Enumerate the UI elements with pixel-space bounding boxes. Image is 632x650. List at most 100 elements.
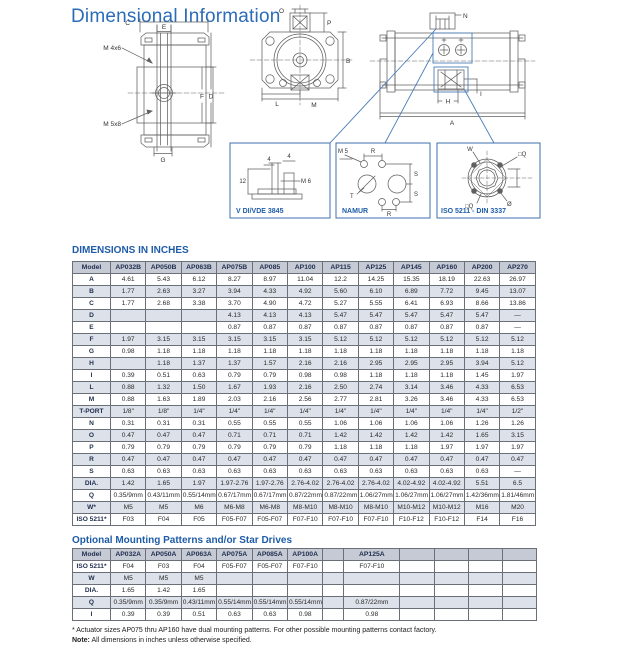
table-cell: 0.87	[286, 321, 324, 334]
section-heading-optional: Optional Mounting Patterns and/or Star D…	[72, 535, 293, 546]
table-cell: 1.42/36mm	[463, 489, 501, 502]
table-cell: 0.55	[286, 417, 324, 430]
table-row: E 0.87 0.87 0.87 0.87 0.87 0.87 0.87 0.87—	[72, 321, 536, 334]
iso-w: W	[467, 147, 473, 153]
table-cell: 2.95	[428, 357, 465, 370]
table-row: D 4.13 4.13 4.13 5.47 5.47 5.47 5.47 5.47—	[72, 309, 536, 322]
table-cell	[343, 584, 401, 597]
diagram-end-view	[249, 4, 353, 106]
table-cell: F05-F07	[216, 513, 253, 526]
table-cell: 1.18	[428, 369, 465, 382]
table-cell	[216, 584, 253, 597]
iso-title: ISO 5211 - DIN 3337	[441, 208, 506, 215]
table-cell: 0.98	[286, 608, 324, 621]
table-cell: 3.94	[463, 357, 501, 370]
table-cell: 0.63	[251, 608, 288, 621]
table-cell: 4.33	[463, 393, 501, 406]
column-header: AP063B	[180, 261, 218, 274]
row-label: DIA.	[72, 477, 111, 490]
table-cell: 1.89	[180, 393, 218, 406]
table-cell: F05	[180, 513, 218, 526]
table-cell: 1/4"	[216, 405, 253, 418]
dimensions-table: Model AP032B AP050B AP063B AP075B AP085 AP100 A…	[72, 261, 536, 526]
table-cell: 1.06	[428, 417, 465, 430]
table-cell: 4.13	[286, 309, 324, 322]
table-cell: 5.27	[322, 297, 359, 310]
namur-r-top: R	[371, 149, 376, 155]
table-cell: 1.18	[322, 441, 359, 454]
row-label: DIA.	[72, 584, 111, 597]
table-cell: 4.33	[251, 285, 288, 298]
table-row: M 0.88 1.63 1.89 2.03 2.16 2.56 2.77 2.81 3.26 3.4…	[72, 393, 536, 406]
table-cell: 0.63	[322, 465, 359, 478]
table-cell: 0.79	[180, 441, 218, 454]
table-cell: 1.06	[322, 417, 359, 430]
table-cell: 1.57	[251, 357, 288, 370]
row-label: E	[72, 321, 111, 334]
table-cell	[251, 584, 288, 597]
table-cell: 1.18	[357, 441, 395, 454]
table-cell: 3.15	[499, 429, 536, 442]
table-cell: 0.55/14mm	[251, 596, 288, 609]
table-cell: 1.06/27mm	[393, 489, 430, 502]
table-cell: 0.47	[251, 453, 288, 466]
table-cell: 0.35/9mm	[109, 489, 147, 502]
row-label: O	[72, 429, 111, 442]
table-cell: 5.12	[463, 333, 501, 346]
table-cell: —	[499, 465, 536, 478]
table-cell: 1/4"	[322, 405, 359, 418]
table-cell: 1.18	[428, 345, 465, 358]
table-cell: 0.39	[109, 608, 147, 621]
table-cell: 5.55	[357, 297, 395, 310]
table-cell: 3.15	[216, 333, 253, 346]
table-cell: 1.97	[109, 333, 147, 346]
table-cell	[343, 572, 401, 585]
table-cell: 5.12	[393, 333, 430, 346]
table-cell: 1/8"	[145, 405, 182, 418]
table-cell: 1.18	[216, 345, 253, 358]
table-cell: 2.16	[286, 357, 324, 370]
table-cell	[109, 321, 147, 334]
table-cell: 0.79	[145, 441, 182, 454]
table-row: DIA. 1.65 1.42 1.65	[72, 584, 538, 597]
column-header: AP100	[286, 261, 324, 274]
table-cell: M5	[109, 572, 147, 585]
table-cell: 1.18	[286, 345, 324, 358]
table-cell: 1.26	[463, 417, 501, 430]
column-header: AP085	[251, 261, 288, 274]
table-cell: 0.39	[145, 608, 182, 621]
column-header: AP270	[499, 261, 536, 274]
table-row: I 0.39 0.39 0.51 0.63 0.63 0.98 0.98	[72, 608, 538, 621]
table-cell: 1/2"	[499, 405, 536, 418]
table-cell: 1/4"	[180, 405, 218, 418]
table-cell: 1/4"	[463, 405, 501, 418]
table-cell: 1.65	[145, 477, 182, 490]
table-cell	[286, 572, 324, 585]
table-cell: 1.42	[145, 584, 182, 597]
table-cell: 0.63	[109, 465, 147, 478]
table-cell: 2.16	[286, 381, 324, 394]
table-cell: 6.93	[428, 297, 465, 310]
table-row: H 1.18 1.37 1.37 1.57 2.16 2.16 2.95 2.95 2.95 3.9…	[72, 357, 536, 370]
table-cell: F16	[499, 513, 536, 526]
table-cell: 0.87	[393, 321, 430, 334]
dim-label-g: G	[160, 157, 165, 164]
dim-label-d: D	[209, 94, 214, 101]
table-cell: 1/4"	[428, 405, 465, 418]
table-cell: 1.18	[393, 345, 430, 358]
optional-mounting-table: Model AP032A AP050A AP063A AP075A AP085A AP100…	[72, 548, 538, 621]
table-cell: F03	[145, 560, 182, 573]
table-cell: 3.26	[393, 393, 430, 406]
table-cell: 0.79	[251, 369, 288, 382]
table-cell: 0.51	[180, 608, 218, 621]
table-cell: M5	[180, 572, 218, 585]
table-cell: F07-F10	[343, 560, 401, 573]
table-cell: 2.74	[357, 381, 395, 394]
table-cell	[145, 309, 182, 322]
table-cell: F05-F07	[251, 513, 288, 526]
table-cell: 0.47	[145, 429, 182, 442]
table-cell: 0.98	[343, 608, 401, 621]
table-row: O 0.47 0.47 0.47 0.71 0.71 0.71 1.42 1.42 1.42 1.4…	[72, 429, 536, 442]
table-cell: 1.45	[463, 369, 501, 382]
table-cell: 4.92	[286, 285, 324, 298]
